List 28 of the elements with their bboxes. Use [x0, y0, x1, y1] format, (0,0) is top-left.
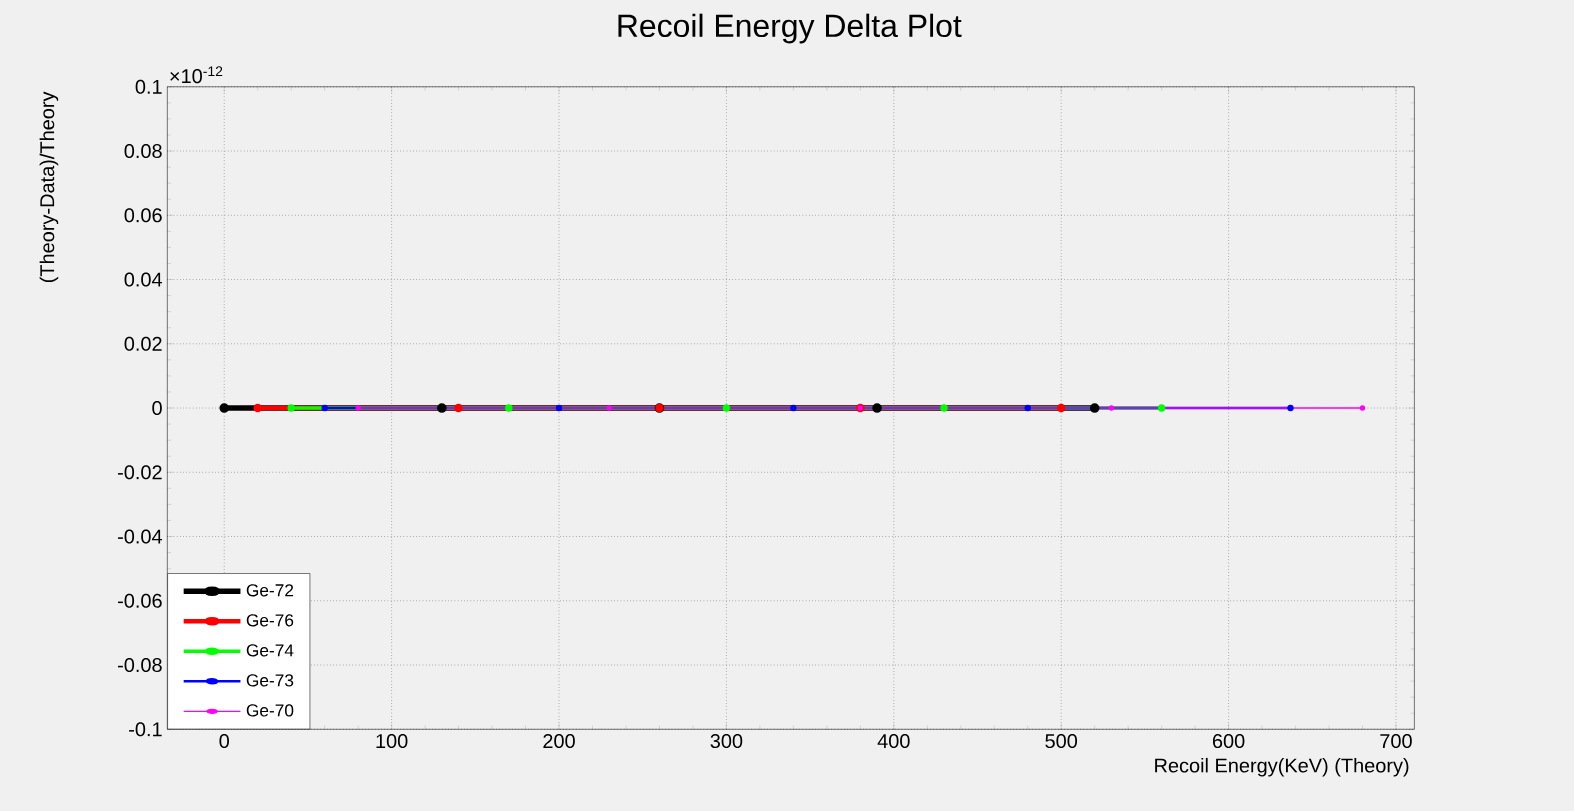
y-tick-label: -0.06: [118, 593, 162, 608]
y-tick-label: 0: [152, 400, 162, 416]
y-tick-label: -0.02: [118, 465, 162, 480]
y-tick-label: 0.06: [124, 208, 162, 223]
x-tick-label: 300: [710, 733, 743, 749]
text: ×10$^{-12}$: [170, 66, 223, 84]
legend-label: Ge-76: [246, 614, 294, 627]
y-tick-label: 0.04: [124, 272, 163, 287]
y-tick-label: -0.1: [129, 722, 162, 737]
x-tick-label: 600: [1212, 733, 1245, 749]
y-axis-title: (Theory-Data)/Theory: [39, 91, 59, 283]
x-tick-label: 700: [1380, 733, 1412, 749]
x-tick-label: 100: [376, 733, 408, 749]
y-tick-label: 0.1: [135, 79, 162, 94]
legend-label: Ge-74: [246, 644, 294, 657]
x-tick-label: 500: [1045, 733, 1078, 749]
legend-label: Ge-73: [246, 674, 294, 687]
y-tick-label: -0.08: [118, 657, 162, 673]
chart-title: Recoil Energy Delta Plot: [618, 13, 962, 44]
x-tick-label: 400: [877, 733, 910, 749]
y-tick-label: -0.04: [118, 529, 163, 544]
legend-label: Ge-70: [246, 704, 294, 717]
x-tick-label: 0: [219, 733, 229, 749]
x-axis-title: Recoil Energy(KeV) (Theory): [1155, 757, 1409, 777]
legend-label: Ge-72: [246, 584, 294, 597]
y-tick-label: 0.02: [124, 336, 162, 351]
x-tick-label: 200: [543, 733, 575, 749]
y-tick-label: 0.08: [124, 143, 162, 159]
